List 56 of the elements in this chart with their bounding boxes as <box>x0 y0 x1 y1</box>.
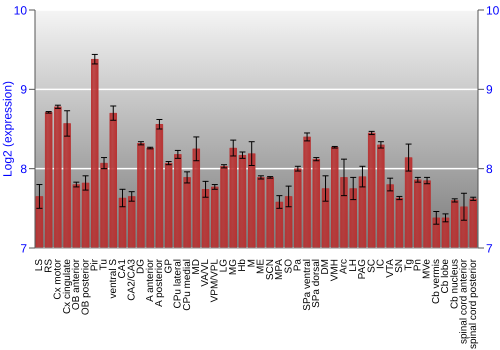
x-tick-label: A anterior <box>144 258 156 302</box>
y-tick-label: 7 <box>20 241 28 256</box>
x-tick-label: LH <box>348 259 359 272</box>
x-tick-label: MPA <box>274 258 286 280</box>
x-tick-label: Pa <box>292 258 304 272</box>
x-tick-label: LG <box>218 258 230 272</box>
x-tick-label: Pn <box>412 259 424 272</box>
y2-tick-label: 10 <box>486 3 500 18</box>
x-tick-label: Tg <box>403 259 414 271</box>
x-tick-label: Cx cingulate <box>62 258 73 314</box>
x-tick-label: CPu medial <box>182 259 193 311</box>
x-tick-label: LS <box>34 258 46 272</box>
y-tick-label: 8 <box>20 162 28 176</box>
x-tick-label: ventral S <box>108 258 119 298</box>
x-tick-label: VMH <box>329 259 340 282</box>
x-tick-label: SPa dorsal <box>310 259 322 308</box>
y2-tick-label: 8 <box>486 162 493 176</box>
x-tick-label: DM <box>320 259 332 275</box>
x-tick-label: Hb <box>237 258 248 272</box>
y2-tick-label: 9 <box>486 82 493 97</box>
x-tick-label: Cb lobe <box>440 258 452 294</box>
x-tick-label: SN <box>394 259 406 273</box>
x-tick-label: OB posterior <box>80 258 92 316</box>
x-tick-label: Cx motor <box>52 258 64 300</box>
x-tick-label: Arc <box>338 259 350 274</box>
x-tick-label: VTA <box>384 258 396 278</box>
x-tick-label: CPu lateral <box>172 259 184 308</box>
x-tick-label: MG <box>228 258 239 276</box>
x-tick-label: SPa ventral <box>302 259 313 311</box>
y-tick-label: 10 <box>14 3 28 18</box>
y-tick-label: 9 <box>20 82 28 97</box>
x-tick-label: ME <box>256 258 267 274</box>
x-tick-label: M <box>246 259 258 268</box>
x-tick-label: SCN <box>264 259 276 280</box>
y-axis-title: Log2 (expression) <box>0 80 14 178</box>
x-tick-label: PAG <box>357 258 368 280</box>
x-tick-label: Pir <box>89 258 100 272</box>
x-tick-label: IC <box>376 259 387 269</box>
x-tick-label: MVe <box>422 258 433 280</box>
x-tick-label: VPM/VPL <box>209 258 220 302</box>
x-tick-label: A posterior <box>154 258 166 307</box>
x-tick-label: CA1 <box>117 258 128 278</box>
y2-tick-label: 7 <box>486 241 493 256</box>
x-tick-label: VA/VL <box>200 258 212 287</box>
x-tick-label: GP <box>163 258 174 274</box>
x-tick-label: spinal cord posterior <box>468 258 479 350</box>
x-tick-label: Cb vermis <box>430 259 442 304</box>
x-tick-label: OB anterior <box>71 258 82 310</box>
x-tick-label: RS <box>43 258 54 273</box>
x-tick-label: SO <box>283 258 294 274</box>
x-tick-label: spinal cord anterior <box>458 258 470 344</box>
x-tick-label: DG <box>136 258 147 274</box>
x-tick-label: CA2/CA3 <box>126 258 138 301</box>
x-tick-label: Cb nucleus <box>449 259 460 310</box>
x-tick-label: Tu <box>98 259 110 270</box>
x-tick-label: SC <box>366 259 378 273</box>
